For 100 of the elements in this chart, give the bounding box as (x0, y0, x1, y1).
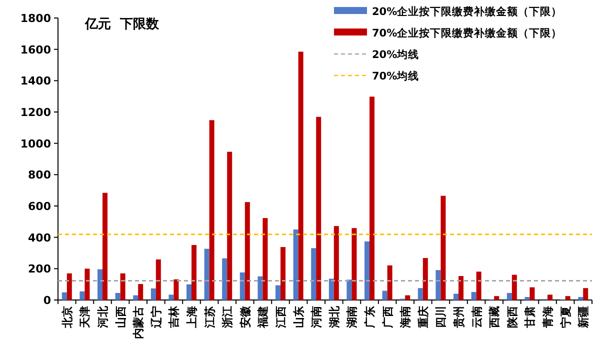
y-tick-label: 0 (43, 294, 52, 307)
bar (293, 230, 298, 300)
y-tick-label: 1800 (20, 12, 52, 25)
x-tick-label: 四川 (434, 306, 448, 328)
bar (578, 297, 584, 300)
bar (494, 296, 500, 300)
bar (370, 96, 374, 300)
bar (276, 285, 280, 300)
x-tick-label: 广西 (381, 306, 394, 329)
bar (352, 228, 357, 300)
x-tick-label: 宁夏 (559, 306, 572, 328)
bar (405, 295, 410, 300)
bar (458, 276, 464, 300)
x-tick-label: 福建 (256, 306, 270, 329)
bar (240, 272, 245, 300)
x-tick-label: 山东 (292, 306, 306, 328)
x-tick-label: 天津 (78, 306, 92, 329)
bar (346, 280, 352, 300)
y-tick-label: 200 (28, 262, 52, 276)
legend-label: 20%企业按下限缴费补缴金额（下限） (372, 5, 562, 18)
bar (316, 116, 322, 300)
legend-label: 20%均线 (372, 48, 420, 61)
x-tick-label: 吉林 (168, 305, 181, 329)
bar (138, 284, 144, 300)
x-tick-label: 陕西 (506, 306, 519, 328)
bar (364, 241, 370, 300)
x-tick-label: 上海 (186, 306, 198, 329)
bar (512, 274, 517, 300)
bar (548, 294, 552, 300)
x-tick-label: 内蒙古 (132, 306, 146, 339)
bar (98, 269, 102, 300)
bar (84, 268, 90, 300)
bar (244, 202, 250, 300)
x-tick-label: 湖北 (328, 305, 341, 329)
bar (102, 192, 108, 300)
bar (222, 258, 228, 300)
x-tick-label: 海南 (399, 306, 412, 329)
bar (471, 292, 476, 300)
x-tick-label: 重庆 (416, 306, 430, 329)
bar (115, 292, 120, 300)
x-tick-label: 青海 (542, 306, 554, 329)
bar (120, 273, 126, 300)
bar (506, 292, 512, 300)
bar (150, 288, 156, 300)
x-tick-label: 安徽 (238, 305, 252, 328)
x-tick-label: 浙江 (221, 306, 234, 329)
y-tick-label: 600 (28, 200, 52, 213)
y-tick-label: 1600 (20, 43, 52, 56)
x-tick-label: 新疆 (577, 306, 590, 329)
bar (311, 248, 316, 300)
legend-label: 70%均线 (372, 70, 420, 82)
bar (262, 218, 268, 300)
bar (280, 247, 286, 300)
x-tick-label: 江苏 (203, 306, 216, 329)
y-tick-label: 1400 (20, 74, 52, 88)
bar (156, 259, 161, 300)
x-tick-label: 湖南 (346, 306, 359, 329)
y-tick-label: 800 (28, 168, 52, 182)
y-tick-label: 400 (28, 231, 52, 244)
x-tick-label: 北京 (60, 306, 74, 329)
x-tick-label: 西藏 (488, 306, 502, 329)
x-tick-label: 贵州 (452, 306, 466, 329)
x-tick-label: 江西 (274, 306, 288, 329)
chart-title: 亿元 下限数 (84, 17, 160, 32)
x-tick-label: 云南 (470, 306, 484, 328)
bar (62, 292, 67, 300)
bar (524, 297, 530, 300)
bar (476, 272, 482, 300)
bar (440, 196, 446, 300)
bar (168, 294, 174, 300)
bar (530, 287, 535, 300)
bar (436, 270, 441, 300)
bar (418, 288, 423, 300)
x-tick-label: 甘肃 (524, 306, 537, 329)
bar (227, 152, 232, 300)
bar (387, 265, 392, 300)
bar (186, 284, 192, 300)
x-tick-label: 广东 (364, 306, 376, 329)
y-tick-label: 1200 (20, 106, 52, 119)
bar (328, 278, 334, 300)
x-tick-label: 河北 (96, 305, 110, 329)
bar (334, 226, 339, 300)
bar (454, 294, 458, 300)
bar (565, 296, 570, 300)
y-tick-label: 1000 (20, 137, 52, 150)
bar (204, 248, 210, 300)
x-tick-label: 辽宁 (150, 306, 163, 329)
bar (174, 279, 179, 300)
bar (258, 276, 263, 300)
x-tick-label: 山西 (114, 306, 128, 328)
legend-label: 70%企业按下限缴费补缴金额（下限） (372, 26, 562, 40)
bar (66, 273, 72, 300)
bar (583, 288, 588, 300)
bar (382, 290, 388, 300)
bar (133, 295, 138, 300)
bar (209, 120, 214, 300)
bar (80, 291, 85, 300)
bar (298, 52, 304, 300)
bar (192, 245, 196, 300)
bar (422, 258, 428, 300)
